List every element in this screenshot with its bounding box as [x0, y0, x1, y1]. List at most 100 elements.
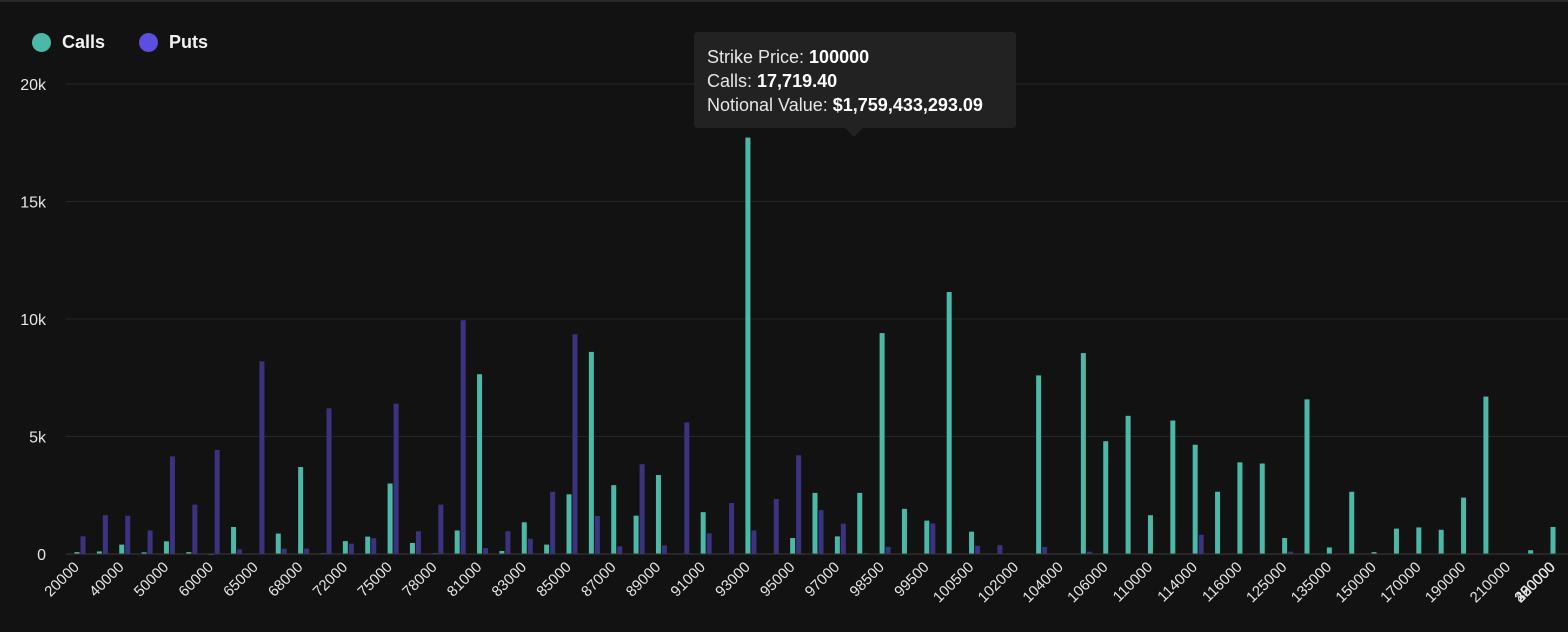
calls-bar[interactable]	[186, 552, 192, 554]
puts-bar[interactable]	[169, 456, 175, 554]
calls-bar[interactable]	[231, 526, 237, 554]
calls-bar[interactable]	[834, 536, 840, 555]
puts-bar[interactable]	[281, 548, 287, 554]
calls-bar[interactable]	[1416, 527, 1422, 554]
calls-bar[interactable]	[275, 533, 281, 554]
puts-bar[interactable]	[684, 422, 690, 554]
puts-bar[interactable]	[975, 545, 981, 554]
calls-bar[interactable]	[566, 494, 572, 554]
puts-bar[interactable]	[348, 543, 354, 554]
puts-bar[interactable]	[147, 530, 153, 555]
puts-bar[interactable]	[751, 530, 757, 555]
puts-bar[interactable]	[1086, 551, 1092, 554]
calls-bar[interactable]	[1304, 399, 1310, 554]
calls-bar[interactable]	[387, 483, 393, 555]
puts-bar[interactable]	[617, 546, 623, 554]
calls-bar[interactable]	[901, 508, 907, 554]
calls-bar[interactable]	[1550, 526, 1556, 554]
calls-bar[interactable]	[1147, 515, 1153, 554]
puts-bar[interactable]	[527, 538, 533, 554]
calls-bar[interactable]	[633, 515, 639, 554]
calls-bar[interactable]	[1528, 550, 1534, 554]
puts-bar[interactable]	[840, 523, 846, 554]
calls-bar[interactable]	[1125, 415, 1131, 554]
calls-bar[interactable]	[1237, 462, 1243, 554]
calls-bar[interactable]	[745, 137, 751, 554]
calls-bar[interactable]	[1326, 547, 1332, 554]
calls-bar[interactable]	[342, 541, 348, 554]
calls-bar[interactable]	[857, 492, 863, 554]
calls-bar[interactable]	[477, 374, 483, 554]
calls-bar[interactable]	[141, 552, 147, 554]
calls-bar[interactable]	[1103, 441, 1109, 554]
puts-bar[interactable]	[237, 549, 243, 554]
puts-bar[interactable]	[706, 533, 712, 554]
calls-bar[interactable]	[119, 544, 125, 554]
calls-bar[interactable]	[1215, 491, 1221, 554]
calls-bar[interactable]	[454, 530, 460, 555]
puts-bar[interactable]	[259, 361, 265, 554]
calls-bar[interactable]	[1393, 528, 1399, 554]
calls-bar[interactable]	[544, 544, 550, 554]
puts-bar[interactable]	[371, 538, 377, 554]
puts-bar[interactable]	[415, 531, 421, 554]
puts-bar[interactable]	[796, 455, 802, 554]
calls-bar[interactable]	[96, 551, 102, 554]
puts-bar[interactable]	[1042, 546, 1048, 554]
calls-bar[interactable]	[924, 520, 930, 554]
calls-bar[interactable]	[700, 512, 706, 554]
calls-bar[interactable]	[1461, 497, 1467, 554]
calls-bar[interactable]	[499, 550, 505, 554]
puts-bar[interactable]	[393, 403, 399, 554]
puts-bar[interactable]	[102, 515, 108, 554]
calls-bar[interactable]	[1192, 444, 1198, 554]
puts-bar[interactable]	[192, 504, 198, 554]
puts-bar[interactable]	[729, 503, 735, 554]
puts-bar[interactable]	[125, 515, 131, 554]
puts-bar[interactable]	[483, 548, 489, 555]
calls-bar[interactable]	[588, 351, 594, 554]
puts-bar[interactable]	[1288, 551, 1294, 554]
calls-bar[interactable]	[1282, 538, 1288, 554]
puts-bar[interactable]	[1198, 534, 1204, 554]
calls-bar[interactable]	[1170, 420, 1176, 554]
calls-bar[interactable]	[1371, 552, 1377, 554]
legend-puts[interactable]: Puts	[139, 32, 208, 53]
calls-bar[interactable]	[409, 542, 415, 554]
calls-bar[interactable]	[365, 536, 371, 554]
calls-bar[interactable]	[1349, 491, 1355, 554]
puts-bar[interactable]	[997, 545, 1003, 554]
calls-bar[interactable]	[812, 492, 818, 554]
calls-bar[interactable]	[74, 552, 80, 554]
puts-bar[interactable]	[460, 320, 466, 554]
puts-bar[interactable]	[438, 504, 444, 554]
legend-calls[interactable]: Calls	[32, 32, 105, 53]
puts-bar[interactable]	[773, 499, 779, 554]
calls-bar[interactable]	[611, 485, 617, 554]
calls-bar[interactable]	[655, 475, 661, 554]
calls-bar[interactable]	[969, 531, 975, 554]
calls-bar[interactable]	[163, 541, 169, 554]
calls-bar[interactable]	[1036, 375, 1042, 554]
puts-bar[interactable]	[505, 531, 511, 554]
puts-bar[interactable]	[572, 334, 578, 554]
calls-bar[interactable]	[879, 333, 885, 554]
puts-bar[interactable]	[930, 523, 936, 554]
puts-bar[interactable]	[550, 491, 556, 554]
calls-bar[interactable]	[946, 291, 952, 554]
puts-bar[interactable]	[326, 408, 332, 554]
calls-bar[interactable]	[790, 538, 796, 554]
puts-bar[interactable]	[304, 548, 310, 554]
puts-bar[interactable]	[594, 515, 600, 554]
calls-bar[interactable]	[1438, 529, 1444, 554]
calls-bar[interactable]	[1259, 463, 1265, 554]
puts-bar[interactable]	[885, 546, 891, 554]
calls-bar[interactable]	[298, 467, 304, 554]
puts-bar[interactable]	[214, 449, 220, 554]
puts-bar[interactable]	[80, 536, 86, 555]
calls-bar[interactable]	[1483, 396, 1489, 554]
puts-bar[interactable]	[639, 464, 645, 554]
puts-bar[interactable]	[661, 545, 667, 554]
puts-bar[interactable]	[818, 510, 824, 554]
calls-bar[interactable]	[521, 522, 527, 554]
